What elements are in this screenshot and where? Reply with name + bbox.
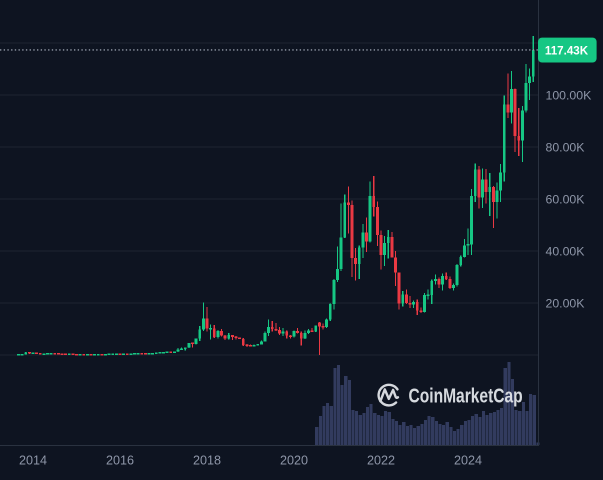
svg-text:20.00K: 20.00K <box>546 297 586 311</box>
svg-text:2024: 2024 <box>454 453 482 467</box>
svg-text:2020: 2020 <box>280 453 308 467</box>
svg-text:80.00K: 80.00K <box>546 141 586 155</box>
svg-text:2018: 2018 <box>193 453 221 467</box>
svg-text:117.43K: 117.43K <box>545 44 589 57</box>
svg-text:2014: 2014 <box>19 453 47 467</box>
svg-text:60.00K: 60.00K <box>546 193 586 207</box>
svg-text:2016: 2016 <box>106 453 134 467</box>
svg-text:2022: 2022 <box>367 453 395 467</box>
svg-text:100.00K: 100.00K <box>546 89 593 103</box>
svg-text:CoinMarketCap: CoinMarketCap <box>409 385 523 408</box>
svg-text:40.00K: 40.00K <box>546 245 586 259</box>
